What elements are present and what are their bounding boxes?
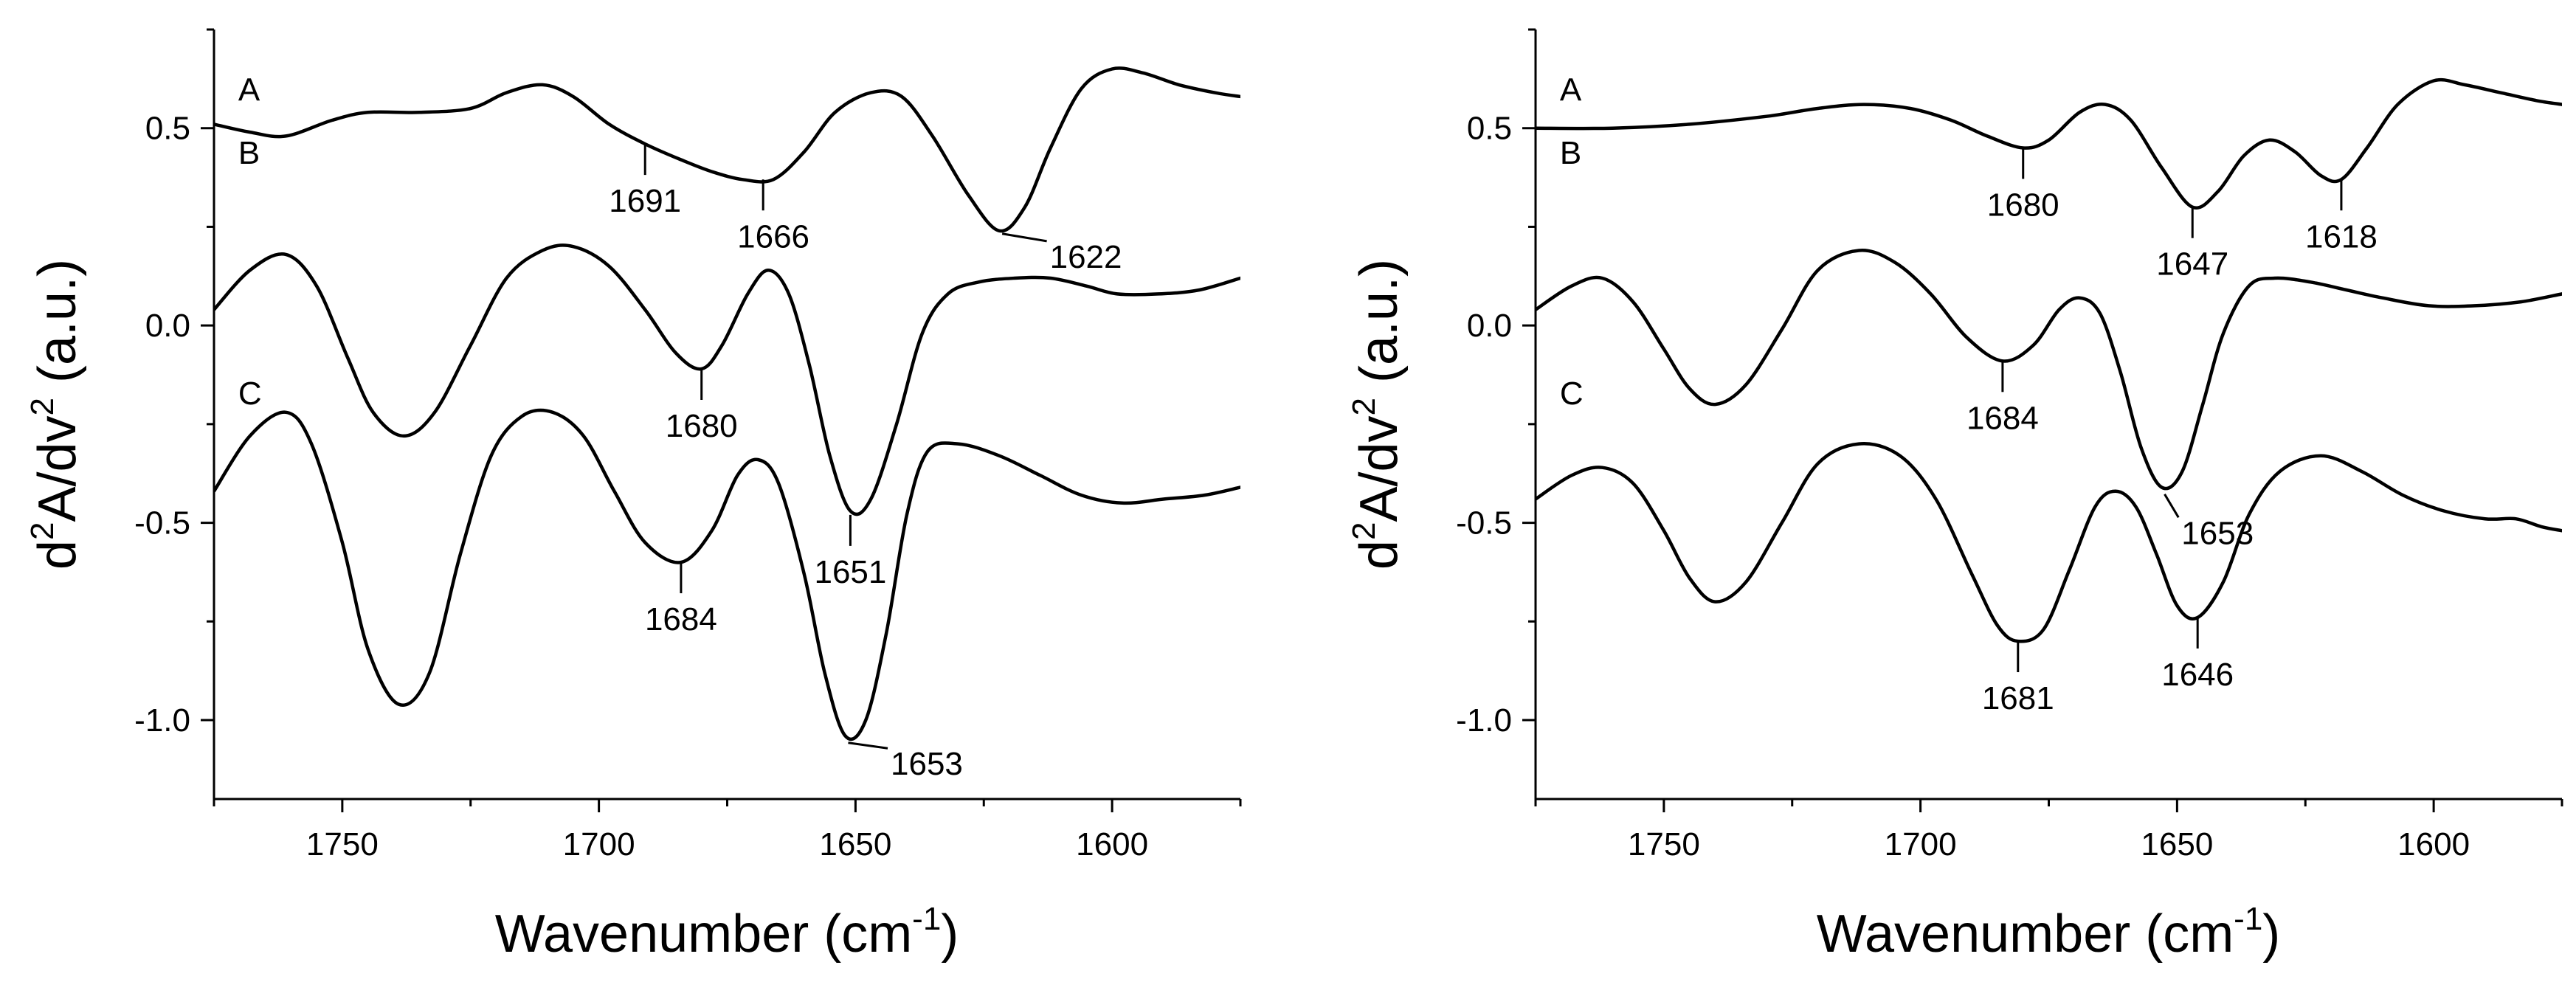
x-axis-title-text: Wavenumber (cm [1817,905,2234,964]
series-label-C: C [238,376,262,412]
y-axis-title-suffix: (a.u.) [1350,259,1409,398]
peak-label: 1647 [2156,246,2228,283]
peak-label: 1651 [814,554,886,590]
x-tick-label: 1750 [306,826,379,862]
peak-label: 1666 [737,218,809,255]
series-label-B: B [1560,135,1581,171]
peak-label: 1680 [666,408,738,444]
series-B-line [1536,249,2562,491]
peak-label: 1680 [1987,187,2059,223]
y-axis-title-sup1: 2 [1346,522,1382,540]
series-A-line [1536,77,2562,210]
series-C-line [214,408,1240,741]
peak-leader [2164,494,2180,519]
y-tick-label: 0.5 [1467,111,1512,147]
peak-label: 1684 [1966,400,2039,436]
peak-label: 1681 [1982,680,2054,716]
y-tick-label: -0.5 [134,505,190,542]
peak-label: 1684 [645,601,717,637]
y-axis-title-mid: A/dv [1350,415,1409,522]
x-axis-title-suffix: ) [2262,905,2280,964]
series-label-C: C [1560,376,1584,412]
y-tick-label: -1.0 [134,702,190,739]
series-label-A: A [238,72,260,108]
x-tick-label: 1650 [819,826,891,862]
x-axis-title-text: Wavenumber (cm [495,905,912,964]
series-C-line [1536,442,2562,643]
y-axis-title-mid: A/dv [28,415,87,522]
x-tick-label: 1600 [2397,826,2470,862]
series-A-line [214,66,1240,233]
peak-label: 1653 [2181,515,2254,551]
peak-label: 1691 [609,183,681,219]
y-axis-title: d2A/dv2 (a.u.) [1346,259,1409,570]
y-tick-label: -1.0 [1456,702,1512,739]
x-tick-label: 1700 [1885,826,1957,862]
series-B-line [214,243,1240,516]
x-tick-label: 1650 [2141,826,2213,862]
y-axis-title-d: d [28,540,87,570]
y-tick-label: 0.0 [145,308,190,344]
x-axis-title-sup: -1 [912,901,941,937]
series-label-A: A [1560,72,1582,108]
y-axis-title-sup2: 2 [24,398,61,415]
peak-leader [848,741,888,750]
x-axis-title: Wavenumber (cm-1) [495,901,959,964]
chart-right: 1750 1700 1650 1600 0.5 0.0 -0.5 -1.0 AB C 1680 164… [1346,28,2563,964]
x-tick-label: 1600 [1076,826,1148,862]
y-tick-label: 0.5 [145,111,190,147]
peak-label: 1646 [2161,657,2234,693]
peak-label: 1622 [1050,239,1122,275]
y-tick-label: -0.5 [1456,505,1512,542]
y-axis-title-sup1: 2 [24,522,61,540]
y-axis-title-d: d [1350,540,1409,570]
peak-label: 1618 [2305,218,2378,255]
y-tick-label: 0.0 [1467,308,1512,344]
x-tick-label: 1700 [563,826,635,862]
y-axis-title: d2A/dv2 (a.u.) [24,259,87,570]
peak-label: 1653 [891,746,963,782]
x-axis-title-suffix: ) [941,905,959,964]
chart-left: 1750 1700 1650 1600 0.5 0.0 -0.5 -1.0 AB C 1691 166… [24,28,1242,964]
series-label-B: B [238,135,260,171]
y-axis-title-sup2: 2 [1346,398,1382,415]
peak-leader [1001,232,1047,243]
y-axis-title-suffix: (a.u.) [28,259,87,398]
x-axis-title: Wavenumber (cm-1) [1817,901,2281,964]
x-axis-title-sup: -1 [2234,901,2262,937]
x-tick-label: 1750 [1628,826,1700,862]
